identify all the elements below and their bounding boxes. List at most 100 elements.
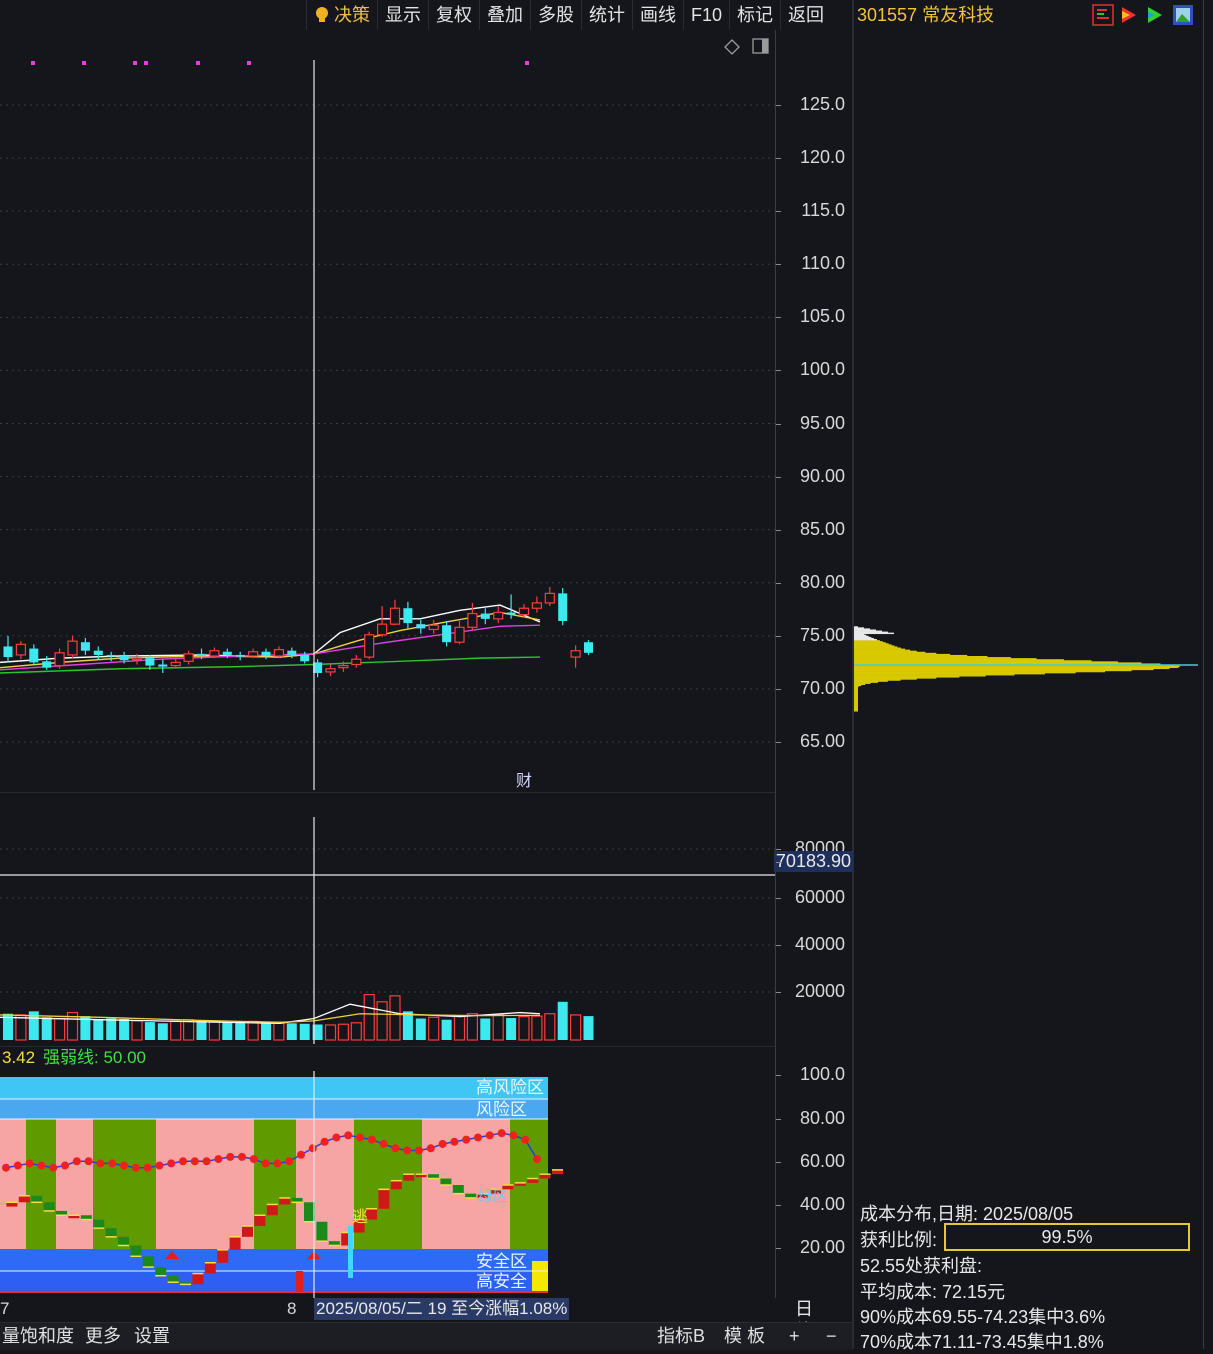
step-down: [56, 1210, 67, 1216]
step-up: [403, 1174, 415, 1181]
chip-bar: [854, 703, 858, 706]
template-button[interactable]: 模 板: [724, 1326, 766, 1346]
chip-bar: [854, 633, 865, 636]
red-flag-icon[interactable]: [1118, 4, 1140, 26]
volume-bar-up: [208, 1020, 220, 1041]
indicator-b-button[interactable]: 指标B: [657, 1326, 706, 1346]
step-up: [266, 1204, 278, 1216]
chip-chart-icon[interactable]: [1092, 4, 1114, 26]
toolbar-display-button[interactable]: 显示: [377, 0, 428, 30]
candle-down: [300, 654, 310, 662]
green-flag-icon[interactable]: [1144, 4, 1166, 26]
picture-icon[interactable]: [1172, 4, 1194, 26]
zone-high-safe: 高安全: [476, 1272, 527, 1291]
volume-bar-up: [569, 1014, 582, 1041]
indicator-dot: [96, 1159, 105, 1168]
indicator-dot: [25, 1159, 34, 1168]
indicator-dot: [450, 1137, 459, 1146]
chip-bar: [854, 650, 917, 653]
step-down: [428, 1174, 439, 1179]
candle-down: [119, 656, 129, 661]
candle-down: [506, 612, 516, 615]
cost-distribution-panel: 成本分布,日期: 2025/08/05 获利比例: 99.5% 52.55处获利…: [854, 30, 1203, 1352]
indicator-dot: [249, 1155, 258, 1164]
candlestick-chart[interactable]: 财: [0, 30, 775, 790]
volume-axis-label: 60000: [794, 887, 845, 907]
candle-down: [3, 646, 13, 658]
chip-bar: [854, 677, 937, 679]
indicator-axis-label: 20.00: [799, 1237, 845, 1257]
volume-bar-up: [53, 1017, 66, 1041]
finance-marker[interactable]: 财: [516, 772, 532, 790]
volume-bar-up: [247, 1020, 259, 1041]
panel-toggle-icon[interactable]: [752, 38, 769, 54]
settings-button[interactable]: 设置: [134, 1326, 170, 1346]
zoom-in-button[interactable]: +: [789, 1326, 800, 1346]
price-axis-label: 105.0: [799, 306, 845, 327]
indicator-dot: [356, 1133, 364, 1142]
volume-bar-up: [492, 1014, 504, 1041]
buy-arrow-icon: [165, 1251, 179, 1259]
toolbar-draw-button[interactable]: 画线: [632, 0, 683, 30]
toolbar-mark-button[interactable]: 标记: [729, 0, 780, 30]
axis-tick: [776, 1248, 781, 1249]
toolbar-adjust-button[interactable]: 复权: [428, 0, 479, 30]
step-up: [217, 1249, 229, 1263]
more-button[interactable]: 更多: [85, 1326, 121, 1346]
volume-bar-up: [389, 995, 401, 1041]
chip-bar: [854, 639, 877, 641]
chip-bar: [854, 681, 878, 683]
average-cost: 平均成本: 72.15元: [860, 1282, 1006, 1302]
panel-divider: [852, 0, 854, 1349]
candle-down: [416, 624, 426, 629]
volume-bars: [3, 994, 594, 1041]
candle-down: [261, 651, 271, 657]
indicator-dot: [485, 1131, 494, 1140]
toolbar-f10-button[interactable]: F10: [683, 0, 729, 30]
volume-bar-up: [15, 1014, 27, 1041]
indicator-dot: [497, 1129, 506, 1138]
indicator-tab-volume-saturation[interactable]: 量饱和度: [2, 1326, 74, 1346]
step-up: [527, 1178, 539, 1183]
volume-chart[interactable]: [0, 792, 775, 1044]
indicator-dot: [49, 1163, 58, 1172]
chip-bar: [854, 695, 858, 697]
toolbar-overlay-button[interactable]: 叠加: [479, 0, 530, 30]
indicator-dot: [403, 1146, 412, 1155]
toolbar-decision-button[interactable]: 决策: [306, 0, 377, 30]
price-axis-label: 115.0: [801, 200, 845, 221]
toolbar-stats-button[interactable]: 统计: [581, 0, 632, 30]
step-up: [390, 1180, 402, 1190]
volume-grid: [0, 848, 775, 993]
chip-bar: [854, 699, 858, 701]
diamond-icon[interactable]: [724, 39, 740, 55]
chip-bar: [854, 685, 859, 688]
indicator-dot: [13, 1161, 22, 1170]
candle-down: [442, 625, 452, 643]
date-bar: 7 8 2025/08/05/二 19 至今涨幅1.08% 日线: [0, 1298, 813, 1341]
candle-down: [42, 661, 52, 668]
cost-title: 成本分布,日期: 2025/08/05: [860, 1204, 1074, 1224]
indicator-dot: [332, 1133, 341, 1142]
chip-bar: [854, 689, 858, 692]
volume-bar-down: [196, 1020, 207, 1040]
chip-bar: [854, 657, 1011, 659]
axis-tick: [776, 862, 781, 863]
volume-bar-down: [557, 1001, 568, 1040]
zoom-out-button[interactable]: −: [826, 1326, 837, 1346]
chip-bar: [854, 705, 858, 708]
toolbar-back-button[interactable]: 返回: [780, 0, 831, 30]
step-down: [105, 1228, 117, 1237]
volume-bar-down: [441, 1019, 452, 1040]
candle-down: [29, 648, 39, 663]
toolbar-multi-stock-button[interactable]: 多股: [530, 0, 581, 30]
axis-tick: [776, 582, 781, 584]
axis-tick: [776, 423, 781, 425]
candle-up: [518, 607, 530, 616]
chip-bar: [854, 636, 872, 639]
candle-up: [131, 657, 143, 661]
indicator-chart[interactable]: 3.42 强弱线: 50.00 高风险区 风险区 安全区 高安全 逃 绿区: [0, 1046, 775, 1298]
chip-bar: [854, 696, 858, 698]
step-up: [477, 1193, 489, 1198]
price-axis: 125.0 120.0 115.0 110.0 105.0 100.0 95.00 90.00…: [773, 30, 853, 1298]
